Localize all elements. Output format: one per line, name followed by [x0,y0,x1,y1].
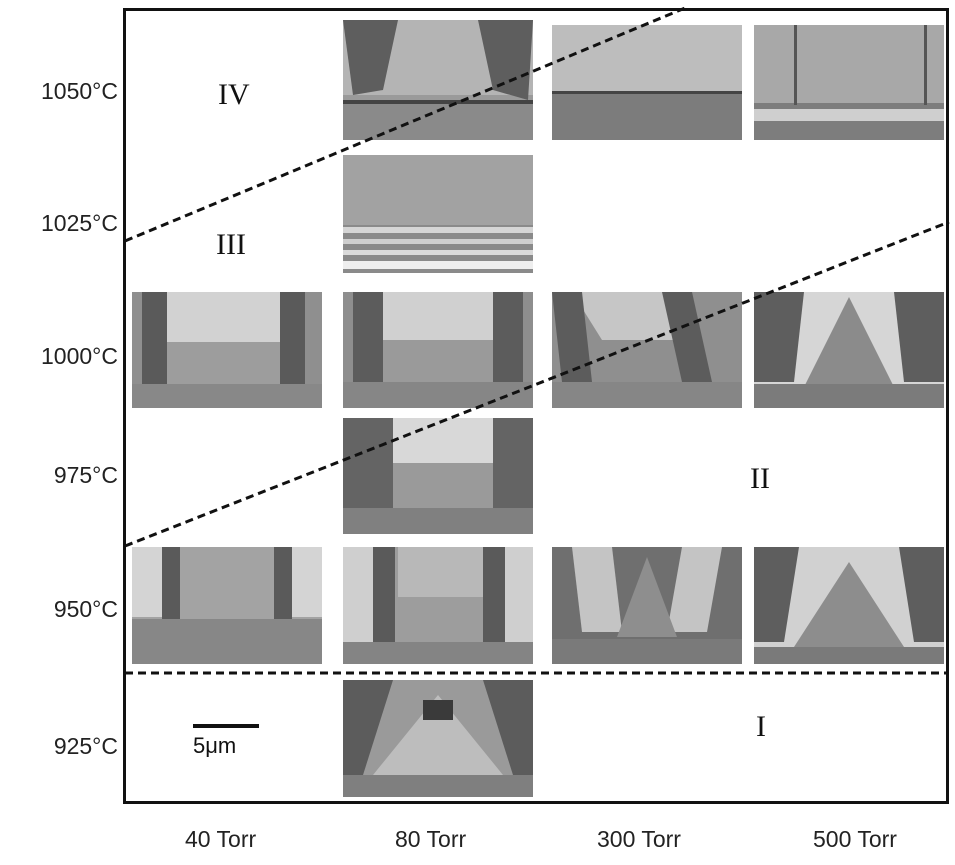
region-label-iii: III [216,228,246,261]
sem-image-950c-500torr [754,547,944,664]
sem-image-950c-80torr [343,547,533,664]
region-label-ii: II [750,462,770,495]
sem-image-1025c-80torr [343,155,533,273]
temp-label-925: 925°C [53,733,118,759]
sem-image-1000c-300torr [552,292,742,408]
temp-label-975: 975°C [53,462,118,488]
scale-bar-label: 5μm [193,733,237,758]
pressure-label-300: 300 Torr [597,826,681,852]
sem-image-1000c-500torr [754,292,944,408]
pressure-label-80: 80 Torr [395,826,467,852]
temp-label-1050: 1050°C [41,78,118,104]
sem-image-950c-40torr [132,547,322,664]
region-label-i: I [756,710,766,743]
sem-image-925c-80torr [343,680,533,797]
sem-image-1050c-300torr [552,25,742,140]
sem-image-1000c-40torr [132,292,322,408]
temp-label-950: 950°C [53,596,118,622]
scale-bar [193,724,259,728]
sem-image-975c-80torr [343,418,533,534]
temp-label-1000: 1000°C [41,343,118,369]
sem-image-950c-300torr [552,547,742,664]
temp-label-1025: 1025°C [41,210,118,236]
sem-image-1050c-500torr [754,25,944,140]
sem-image-1000c-80torr [343,292,533,408]
sem-image-1050c-80torr [343,20,533,140]
region-label-iv: IV [218,78,250,111]
pressure-label-40: 40 Torr [185,826,257,852]
pressure-label-500: 500 Torr [813,826,897,852]
